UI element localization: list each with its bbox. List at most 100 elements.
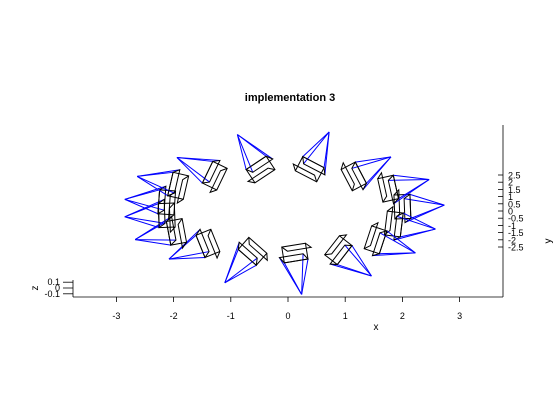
frustum-edge xyxy=(393,174,430,181)
frustum-edge xyxy=(303,131,330,165)
camera-body-top xyxy=(246,167,276,184)
frustum-edge xyxy=(224,242,240,284)
frustum-edge xyxy=(124,198,165,211)
frustum-edge xyxy=(402,212,436,230)
frustum-edge xyxy=(351,245,372,277)
camera-12 xyxy=(176,156,228,194)
frustum-edge xyxy=(124,198,159,215)
frustum-edge xyxy=(237,134,274,160)
frustum-edge xyxy=(372,252,416,257)
image-plane xyxy=(371,230,388,257)
x-tick-label: 1 xyxy=(343,311,348,321)
y-tick-label: -0.5 xyxy=(508,214,524,224)
camera-8 xyxy=(134,215,188,250)
camera-9 xyxy=(124,198,176,234)
camera-3 xyxy=(363,221,416,257)
y-axis: 2.521.510.50-0.5-1-1.5-2-2.5 y xyxy=(498,125,554,297)
frustum-edge xyxy=(136,175,168,197)
frustum-edge xyxy=(236,134,247,170)
image-plane xyxy=(278,253,309,264)
camera-10 xyxy=(124,185,177,221)
image-plane xyxy=(387,174,400,205)
camera-body-top xyxy=(377,171,388,203)
frustum-edge xyxy=(324,131,330,175)
frustum-edge xyxy=(124,216,166,224)
frustum-edge xyxy=(329,263,372,277)
image-plane xyxy=(195,228,210,259)
frustum-edge xyxy=(176,157,210,183)
x-axis: -3 -2 -1 0 1 2 3 x xyxy=(73,296,503,333)
camera-body-top xyxy=(340,161,355,191)
y-tick-label: 2 xyxy=(508,178,513,188)
camera-7 xyxy=(168,228,221,260)
image-plane xyxy=(166,168,181,197)
y-axis-label: y xyxy=(543,239,554,244)
frustum-edge xyxy=(168,228,201,260)
z-axis-label: z xyxy=(30,286,41,291)
frustum-edge xyxy=(351,156,392,169)
frustum-edge xyxy=(396,215,436,230)
camera-body-top xyxy=(207,229,221,260)
frustum-edge xyxy=(301,258,309,295)
frustum-edge xyxy=(224,264,257,284)
image-plane xyxy=(351,161,368,191)
z-axis-ticks: 0.10-0.1 xyxy=(44,277,73,299)
camera-13 xyxy=(236,134,276,184)
camera-11 xyxy=(136,168,190,205)
image-plane xyxy=(201,159,221,184)
frustum-edge xyxy=(344,244,372,277)
camera-2 xyxy=(383,205,436,241)
frustum-edge xyxy=(124,185,167,200)
image-plane xyxy=(157,185,167,215)
frustum-edge xyxy=(379,232,416,254)
x-tick-label: -1 xyxy=(227,311,235,321)
camera-15 xyxy=(340,156,392,192)
frustum-edge xyxy=(388,179,430,181)
frustum-edge xyxy=(137,175,175,194)
frustum-edge xyxy=(362,156,392,190)
frustum-edge xyxy=(386,230,416,254)
y-tick-label: 0.5 xyxy=(508,199,521,209)
image-plane xyxy=(403,193,412,224)
y-tick-label: -1.5 xyxy=(508,228,524,238)
chart-title: implementation 3 xyxy=(245,92,335,104)
x-axis-ticks: -3 -2 -1 0 1 2 3 xyxy=(112,297,462,321)
image-plane xyxy=(157,198,166,229)
y-tick-label: -2.5 xyxy=(508,243,524,253)
x-tick-label: 2 xyxy=(400,311,405,321)
frustum-edge xyxy=(393,228,436,241)
frustum-edge xyxy=(393,179,430,205)
frustum-edge xyxy=(404,198,445,206)
x-tick-label: -3 xyxy=(112,311,120,321)
y-tick-label: 1.5 xyxy=(508,185,521,195)
frustum-edge xyxy=(176,157,203,184)
frustum-edge xyxy=(124,216,160,229)
frustum-edge xyxy=(137,169,180,177)
frustum-edge xyxy=(404,204,445,224)
z-tick-label: 0.1 xyxy=(47,277,60,287)
frustum-edge xyxy=(278,257,303,295)
x-axis-label: x xyxy=(374,322,379,333)
z-tick-label: -0.1 xyxy=(44,289,60,299)
camera-14 xyxy=(292,131,330,183)
image-plane xyxy=(245,155,274,173)
y-tick-label: 0 xyxy=(508,207,513,217)
frustum-edge xyxy=(168,257,206,260)
camera-6 xyxy=(224,236,268,284)
y-tick-label: 1 xyxy=(508,192,513,202)
x-tick-label: 0 xyxy=(285,311,290,321)
y-axis-ticks: 2.521.510.50-0.5-1-1.5-2-2.5 xyxy=(498,171,524,253)
y-tick-label: -1 xyxy=(508,221,516,231)
camera-body-top xyxy=(248,237,268,262)
frustum-edge xyxy=(135,239,171,246)
camera-5 xyxy=(278,242,313,295)
camera-body-top xyxy=(281,242,313,252)
camera-body-top xyxy=(384,205,394,236)
frustum-edge xyxy=(236,134,254,173)
frustum-edge xyxy=(135,239,176,241)
z-tick-label: 0 xyxy=(55,283,60,293)
image-plane xyxy=(329,244,353,266)
y-tick-label: -2 xyxy=(508,235,516,245)
frustum-edge xyxy=(302,131,330,157)
